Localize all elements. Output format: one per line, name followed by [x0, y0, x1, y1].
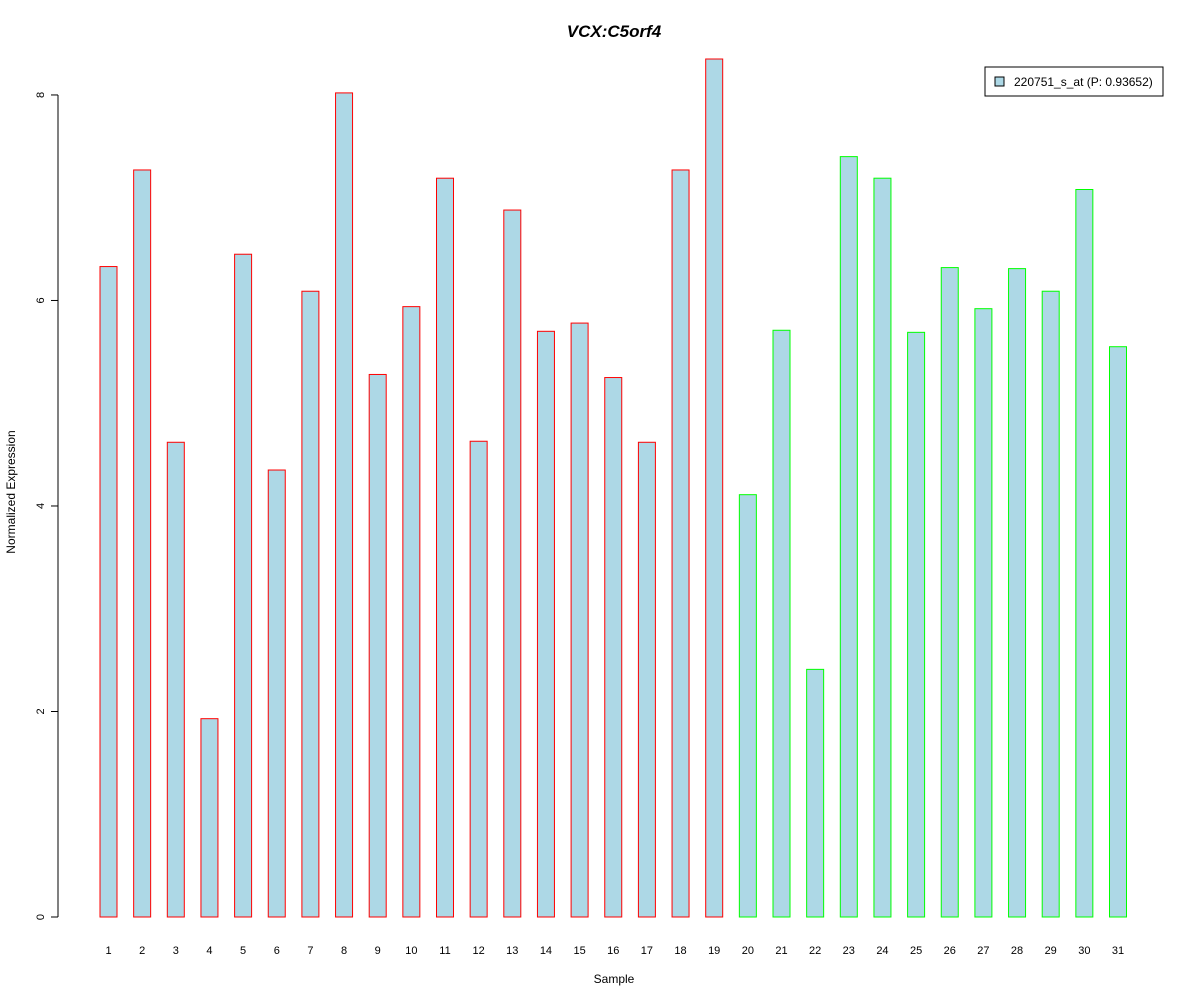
- x-tick-label: 25: [910, 945, 922, 957]
- bar-sample-29: [1041, 290, 1060, 918]
- x-tick-label: 5: [240, 945, 246, 957]
- x-tick-label: 21: [775, 945, 787, 957]
- x-tick-label: 16: [607, 945, 619, 957]
- x-tick-label: 19: [708, 945, 720, 957]
- bar-sample-6: [267, 469, 286, 918]
- x-tick-label: 11: [439, 945, 450, 957]
- bar-sample-26: [940, 267, 959, 918]
- bar-sample-15: [570, 322, 589, 918]
- x-tick-label: 24: [876, 945, 888, 957]
- x-tick-label: 13: [506, 945, 518, 957]
- bars: [99, 58, 1127, 918]
- bar-sample-18: [671, 169, 690, 918]
- y-tick-label: 4: [35, 503, 47, 509]
- bar-sample-19: [705, 58, 724, 918]
- bar-sample-5: [234, 253, 253, 918]
- x-tick-label: 4: [206, 945, 212, 957]
- y-tick-label: 6: [35, 297, 47, 303]
- bar-sample-3: [166, 441, 185, 918]
- bar-sample-17: [637, 441, 656, 918]
- y-axis: 0 2 4 6 8: [35, 92, 59, 920]
- bar-sample-27: [974, 308, 993, 918]
- x-tick-label: 26: [944, 945, 956, 957]
- legend: 220751_s_at (P: 0.93652): [984, 66, 1164, 97]
- x-tick-label: 7: [307, 945, 313, 957]
- bar-sample-7: [301, 290, 320, 918]
- bar-sample-13: [503, 209, 522, 918]
- bar-sample-4: [200, 718, 219, 918]
- x-tick-label: 10: [405, 945, 417, 957]
- bar-sample-12: [469, 440, 488, 918]
- bar-sample-11: [436, 177, 454, 918]
- x-axis-label: Sample: [594, 972, 635, 986]
- bar-sample-8: [335, 92, 354, 918]
- x-tick-label: 18: [674, 945, 686, 957]
- x-tick-label: 31: [1112, 945, 1124, 957]
- y-tick-label: 2: [35, 708, 47, 714]
- bar-sample-20: [738, 494, 757, 918]
- x-tick-label: 3: [173, 945, 179, 957]
- x-tick-label: 15: [573, 945, 585, 957]
- x-tick-label: 23: [843, 945, 855, 957]
- x-tick-label: 12: [473, 945, 485, 957]
- x-tick-label: 14: [540, 945, 552, 957]
- x-tick-label: 1: [105, 945, 111, 957]
- bar-sample-21: [772, 329, 791, 918]
- bar-sample-30: [1075, 189, 1094, 918]
- x-tick-label: 9: [375, 945, 381, 957]
- y-axis-label: Normalized Expression: [4, 430, 18, 553]
- legend-series-name: 220751_s_at (P: 0.93652): [1014, 75, 1153, 89]
- x-tick-label: 28: [1011, 945, 1023, 957]
- x-tick-label: 20: [742, 945, 754, 957]
- x-tick-label: 2: [139, 945, 145, 957]
- x-tick-label: 8: [341, 945, 347, 957]
- x-tick-label: 29: [1045, 945, 1057, 957]
- legend-box: [984, 66, 1164, 97]
- bar-sample-14: [536, 330, 555, 918]
- y-tick-label: 0: [35, 914, 47, 920]
- x-tick-label: 17: [641, 945, 653, 957]
- bar-sample-24: [873, 177, 892, 918]
- bar-sample-25: [907, 331, 926, 918]
- bar-sample-22: [806, 668, 825, 918]
- bar-sample-23: [839, 156, 858, 918]
- x-tick-label: 6: [274, 945, 280, 957]
- x-tick-label: 30: [1078, 945, 1090, 957]
- chart-title: VCX:C5orf4: [567, 22, 662, 41]
- x-tick-label: 22: [809, 945, 821, 957]
- bar-sample-9: [368, 373, 387, 918]
- bar-sample-10: [402, 306, 421, 918]
- bar-sample-31: [1109, 346, 1127, 918]
- x-tick-label: 27: [977, 945, 989, 957]
- x-tick-labels: 1 2 3 4 5 6 7 8 9 10 11 12 13 14 15 16 17 18 19 20 21 22 23 24 2…: [105, 945, 1124, 957]
- legend-swatch: [994, 76, 1005, 87]
- bar-sample-16: [604, 377, 623, 918]
- y-tick-label: 8: [35, 92, 47, 98]
- bar-sample-1: [99, 266, 118, 918]
- bar-sample-28: [1008, 268, 1027, 918]
- bar-sample-2: [133, 169, 152, 918]
